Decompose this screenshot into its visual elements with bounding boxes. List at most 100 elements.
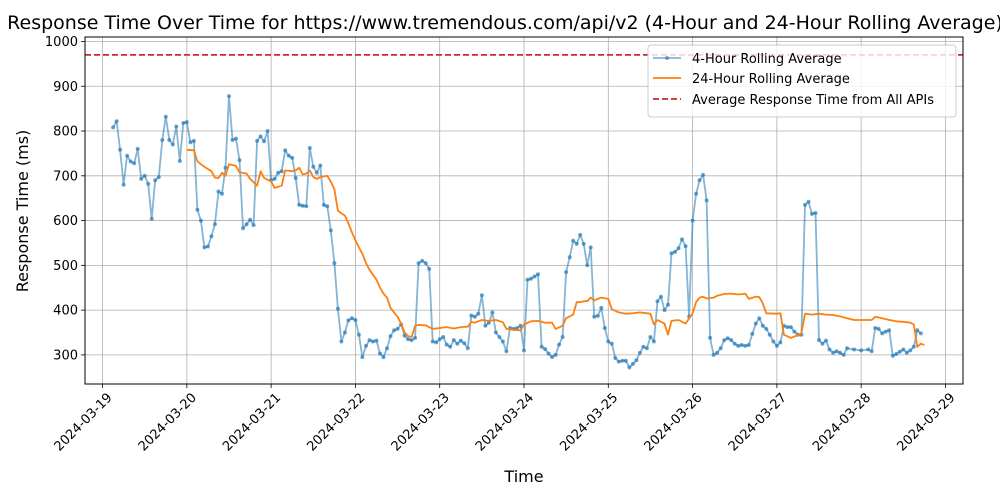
series-4-hour-point — [655, 299, 660, 304]
series-4-hour-point — [841, 352, 846, 357]
series-4-hour-point — [135, 146, 140, 151]
series-4-hour-point — [293, 176, 298, 180]
series-4-hour-point — [838, 350, 843, 355]
series-4-hour-point — [234, 136, 238, 141]
series-4-hour-point — [483, 323, 488, 328]
series-4-hour-point — [493, 330, 498, 335]
series-4-hour-point — [118, 147, 123, 152]
series-4-hour-point — [557, 342, 562, 347]
series-4-hour-point — [574, 241, 579, 246]
series-4-hour-point — [184, 120, 189, 125]
series-4-hour-point — [430, 339, 435, 344]
series-4-hour-point — [739, 343, 744, 347]
series-4-hour-point — [321, 202, 326, 207]
series-4-hour-point — [160, 138, 165, 142]
series-4-hour-point — [212, 222, 217, 227]
series-4-hour-point — [904, 350, 909, 355]
series-4-hour-point — [149, 216, 154, 221]
series-4-hour-point — [725, 336, 730, 341]
series-4-hour-point — [258, 134, 263, 139]
series-4-hour-point — [279, 169, 284, 174]
series-4-hour-point — [437, 337, 442, 342]
series-4-hour-point — [571, 238, 576, 243]
series-4-hour-point — [230, 138, 235, 142]
series-4-hour-point — [834, 349, 839, 354]
series-4-hour-point — [697, 178, 702, 183]
legend-label-24h: 24-Hour Rolling Average — [692, 72, 850, 87]
series-4-hour-point — [711, 352, 716, 357]
series-4-hour-point — [732, 341, 737, 346]
series-4-hour-point — [585, 263, 590, 268]
series-4-hour-point — [504, 349, 509, 354]
series-4-hour-point — [223, 165, 228, 170]
series-4-hour-point — [356, 332, 361, 337]
series-4-hour-point — [673, 249, 677, 254]
chart-title: Response Time Over Time for https://www.… — [7, 12, 1000, 34]
series-4-hour-point — [385, 346, 389, 351]
series-4-hour-point — [876, 326, 881, 331]
y-tick-label: 800 — [53, 125, 78, 140]
series-4-hour-point — [342, 330, 347, 335]
series-4-hour-point — [704, 198, 709, 203]
series-4-hour-point — [469, 313, 474, 318]
series-4-hour-point — [304, 204, 309, 209]
series-4-hour-point — [637, 350, 642, 355]
series-4-hour-point — [146, 181, 151, 186]
series-4-hour-point — [817, 338, 821, 343]
series-4-hour-point — [564, 270, 569, 275]
plot-frame — [84, 36, 964, 385]
series-4-hour-point — [599, 305, 604, 310]
series-4-hour-point — [121, 182, 126, 187]
series-4-hour-point — [381, 355, 386, 360]
series-4-hour-point — [170, 142, 175, 147]
series-4-hour-point — [332, 261, 337, 266]
series-4-hour-point — [750, 331, 755, 336]
series-4-hour-point — [901, 347, 906, 352]
y-axis-ticks: 300 400 500 600 700 800 900 1000 — [45, 35, 85, 363]
series-4-hour-point — [764, 326, 769, 331]
series-4-hour-point — [462, 341, 467, 346]
series-4-hour-point — [272, 176, 277, 181]
series-4-hour-point — [525, 277, 530, 282]
series-4-hour-point — [515, 326, 519, 330]
series-4-hour-point — [276, 170, 281, 175]
series-4-hour-point — [883, 329, 888, 334]
series-4-hour-point — [911, 344, 916, 349]
y-axis-label: Response Time (ms) — [13, 130, 32, 293]
series-4-hour-point — [518, 323, 523, 328]
series-4-hour-point — [367, 338, 372, 343]
series-4-hour-point — [690, 218, 695, 223]
series-4-hour-point — [174, 124, 179, 129]
series-4-hour-point — [694, 191, 699, 196]
series-4-hour-point — [420, 258, 425, 263]
series-4-hour-point — [244, 222, 249, 227]
series-4-hour-point — [620, 358, 625, 363]
series-4-hour-point — [880, 331, 885, 336]
series-4-hour-point — [630, 361, 635, 366]
series-4-hour-point — [869, 349, 874, 354]
legend: 4-Hour Rolling Average 24-Hour Rolling A… — [647, 44, 957, 118]
series-4-hour-point — [522, 348, 526, 353]
series-4-hour-point — [852, 347, 857, 352]
series-4-hour-point — [813, 211, 818, 215]
series-4-hour-point — [111, 125, 116, 130]
series-4-hour-point — [662, 308, 667, 313]
series-4-hour-point — [500, 339, 505, 344]
series-4-hour-point — [729, 338, 734, 343]
series-4-hour-point — [374, 338, 379, 343]
series-4-hour-point — [613, 356, 618, 360]
series-4-hour-point — [227, 94, 231, 99]
series-4-hour-point — [915, 328, 920, 333]
series-4-hour-point — [659, 294, 663, 299]
series-4-hour-point — [125, 153, 130, 158]
y-tick-label: 300 — [53, 348, 78, 363]
series-4-hour-point — [205, 244, 210, 249]
series-4-hour-point — [318, 163, 323, 168]
series-4-hour-point — [128, 159, 133, 164]
series-4-hour-point — [486, 320, 491, 325]
series-4-hour-point — [114, 119, 119, 124]
series-4-hour-point — [139, 176, 144, 181]
series-4-hour-point — [785, 325, 790, 330]
series-4-hour-point — [567, 255, 572, 260]
series-4-hour-point — [669, 251, 674, 256]
